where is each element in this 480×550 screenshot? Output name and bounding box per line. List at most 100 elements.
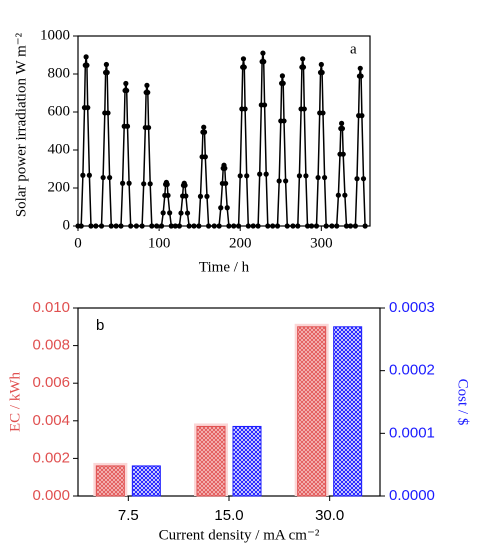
x-axis-label: Time / h [199,259,250,275]
data-point [78,223,84,229]
data-point [296,173,303,179]
bar [196,425,226,497]
data-point [108,223,114,229]
data-point [218,205,224,211]
data-point [313,223,320,229]
data-point [357,65,363,71]
data-point [270,223,276,229]
data-point [165,192,171,199]
data-point [284,223,290,229]
data-point [178,210,184,216]
data-point [149,223,155,229]
data-point [83,54,89,60]
data-point [261,59,267,65]
data-point [319,69,325,76]
data-point [176,223,182,229]
data-point [255,223,261,229]
data-point [98,223,105,229]
y-tick-label: 600 [48,103,71,119]
data-point [347,223,354,229]
data-point [172,223,178,229]
data-point [205,223,212,229]
y-tick-label: 0.008 [32,337,70,354]
y-tick-label: 0.006 [32,374,70,391]
y2-tick-label: 0.0002 [389,362,435,379]
bar [232,425,262,497]
data-point [290,223,296,229]
data-point [343,223,350,229]
y-tick-label: 0.004 [32,412,70,429]
data-point [100,174,106,181]
bar [333,326,363,497]
data-point [265,223,271,229]
data-point [274,223,281,229]
data-point [144,82,150,88]
y2-axis-label: Cost / $ [455,379,471,426]
data-point [216,223,222,229]
data-point [226,223,232,229]
data-point [257,171,263,177]
data-point [118,223,124,229]
data-point [250,223,256,229]
data-point [360,176,367,182]
data-point [342,192,348,198]
x-tick-label: 300 [310,235,333,251]
data-point [197,193,204,199]
data-point [362,223,368,229]
data-point [300,64,307,70]
data-point [245,223,251,229]
data-point [107,174,113,181]
data-point [339,120,345,126]
y-tick-label: 0 [63,217,71,233]
data-point [128,223,134,229]
y2-tick-label: 0.0000 [389,487,435,504]
data-point [139,223,145,229]
data-point [281,118,287,124]
y-tick-label: 0.002 [32,449,70,466]
bar [131,465,161,497]
data-point [224,205,230,211]
x-axis-label: Current density / mA cm⁻² [159,527,320,543]
data-point [145,124,152,131]
x-tick-label: 0 [74,235,82,251]
data-point [103,61,109,68]
data-point [154,223,160,229]
data-point [339,125,346,132]
data-point [280,80,286,86]
bar [297,326,327,497]
y2-tick-label: 0.0001 [389,424,435,441]
data-point [237,173,243,179]
data-point [340,151,346,157]
y-tick-label: 0.010 [32,299,70,316]
data-point [191,223,197,229]
data-point [126,180,132,186]
data-point [160,210,166,216]
y-tick-label: 0.000 [32,487,70,504]
data-point [304,223,311,229]
data-point [182,182,188,188]
data-point [201,124,207,130]
data-point [85,105,91,111]
bar [95,465,125,497]
x-tick-label: 30.0 [315,507,344,524]
data-point [352,223,358,229]
data-point [283,178,289,184]
data-point [334,223,340,229]
data-point [315,174,321,181]
y-axis-label: EC / kWh [7,372,23,432]
data-point [358,73,364,79]
data-point [303,173,309,179]
data-point [105,110,111,116]
data-point [104,69,110,76]
data-point [204,193,210,199]
plot-frame [77,35,371,227]
data-point [211,223,217,229]
data-point [300,56,306,62]
data-point [164,181,170,187]
data-point [158,223,165,229]
data-point [236,223,242,229]
x-tick-label: 100 [148,235,171,251]
data-point [80,172,86,178]
data-point [113,223,119,229]
